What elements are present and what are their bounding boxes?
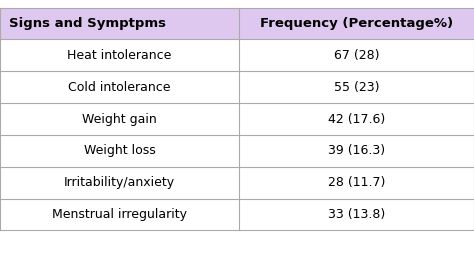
- Text: Weight gain: Weight gain: [82, 113, 157, 125]
- Text: Menstrual irregularity: Menstrual irregularity: [52, 208, 187, 221]
- Text: 28 (11.7): 28 (11.7): [328, 176, 385, 189]
- Text: Frequency (Percentage%): Frequency (Percentage%): [260, 17, 453, 30]
- Text: Heat intolerance: Heat intolerance: [67, 49, 172, 62]
- Bar: [0, 167, 474, 199]
- Text: Cold intolerance: Cold intolerance: [68, 81, 171, 94]
- Text: 39 (16.3): 39 (16.3): [328, 144, 385, 157]
- Text: Weight loss: Weight loss: [84, 144, 155, 157]
- Text: Signs and Symptpms: Signs and Symptpms: [9, 17, 166, 30]
- Text: 42 (17.6): 42 (17.6): [328, 113, 385, 125]
- Text: 55 (23): 55 (23): [334, 81, 379, 94]
- Bar: [0, 103, 474, 135]
- Text: 33 (13.8): 33 (13.8): [328, 208, 385, 221]
- Text: Irritability/anxiety: Irritability/anxiety: [64, 176, 175, 189]
- Bar: [0, 135, 474, 167]
- Bar: [0, 39, 474, 71]
- Bar: [0, 71, 474, 103]
- Text: 67 (28): 67 (28): [334, 49, 379, 62]
- Bar: [0, 8, 474, 39]
- Bar: [0, 199, 474, 230]
